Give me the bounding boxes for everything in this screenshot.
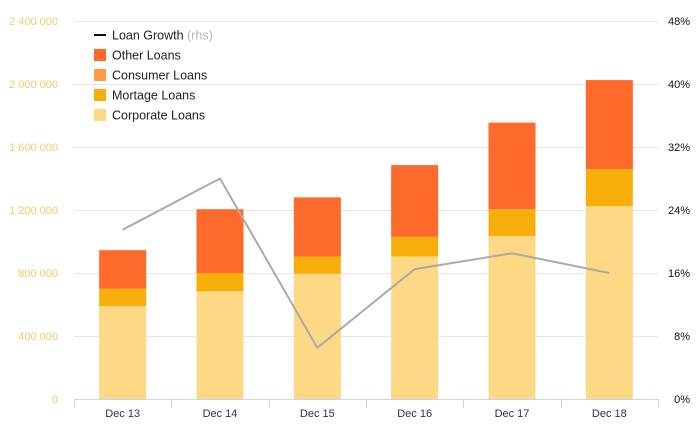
legend-label: Other Loans — [112, 49, 181, 63]
x-tick-label: Dec 18 — [592, 408, 627, 420]
y-right-tick-label: 8% — [674, 331, 690, 343]
y-left-tick-label: 400 000 — [18, 331, 58, 343]
legend-item-corporate-loans[interactable]: Corporate Loans — [94, 109, 205, 123]
y-right-tick-label: 16% — [668, 268, 690, 280]
legend-label: Consumer Loans — [112, 69, 207, 83]
legend-item-mortage-loans[interactable]: Mortage Loans — [94, 89, 195, 103]
y-right-tick-label: 48% — [668, 16, 690, 28]
bar-other-loans-dec-18[interactable] — [585, 80, 633, 170]
axes: 0 400 000 800 000 1 200 000 1 600 000 2 000 0… — [9, 16, 690, 420]
x-tick-label: Dec 13 — [105, 408, 140, 420]
x-tick-label: Dec 16 — [397, 408, 432, 420]
bar-mortage-loans-dec-16[interactable] — [391, 236, 439, 257]
x-tick-label: Dec 14 — [203, 408, 238, 420]
bar-other-loans-dec-16[interactable] — [391, 165, 439, 237]
y-left-tick-label: 1 200 000 — [9, 205, 58, 217]
y-left-tick-label: 0 — [52, 394, 58, 406]
bar-corporate-loans-dec-16[interactable] — [391, 256, 439, 399]
legend-label: Corporate Loans — [112, 109, 205, 123]
legend-color-swatch — [94, 109, 106, 121]
legend-note: (rhs) — [184, 29, 213, 43]
y-right-tick-label: 32% — [668, 142, 690, 154]
bars — [99, 80, 633, 399]
y-right-tick-label: 0% — [674, 394, 690, 406]
bar-mortage-loans-dec-14[interactable] — [196, 273, 244, 292]
y-left-tick-label: 1 600 000 — [9, 142, 58, 154]
y-left-tick-label: 2 400 000 — [9, 16, 58, 28]
legend-item-other-loans[interactable]: Other Loans — [94, 49, 181, 63]
bar-other-loans-dec-15[interactable] — [293, 197, 341, 257]
bar-corporate-loans-dec-17[interactable] — [488, 235, 536, 399]
bar-other-loans-dec-14[interactable] — [196, 209, 244, 273]
bar-corporate-loans-dec-15[interactable] — [293, 273, 341, 399]
y-right-tick-label: 40% — [668, 79, 690, 91]
bar-mortage-loans-dec-15[interactable] — [293, 256, 341, 274]
legend-color-swatch — [94, 89, 106, 101]
y-left-tick-label: 2 000 000 — [9, 79, 58, 91]
legend-item-loan-growth[interactable]: Loan Growth (rhs) — [94, 29, 213, 43]
loan-growth-line[interactable] — [122, 177, 610, 349]
x-tick-label: Dec 17 — [495, 408, 530, 420]
bar-corporate-loans-dec-13[interactable] — [99, 306, 147, 399]
bar-corporate-loans-dec-18[interactable] — [585, 206, 633, 399]
bar-corporate-loans-dec-14[interactable] — [196, 291, 244, 399]
legend-color-swatch — [94, 49, 106, 61]
legend: Loan Growth (rhs) Other Loans Consumer Loa… — [94, 29, 213, 123]
bar-mortage-loans-dec-18[interactable] — [585, 169, 633, 207]
bar-other-loans-dec-17[interactable] — [488, 122, 536, 210]
x-tick-label: Dec 15 — [300, 408, 335, 420]
y-right-tick-label: 24% — [668, 205, 690, 217]
legend-label: Mortage Loans — [112, 89, 195, 103]
bar-mortage-loans-dec-13[interactable] — [99, 288, 147, 307]
y-left-tick-label: 800 000 — [18, 268, 58, 280]
bar-other-loans-dec-13[interactable] — [99, 250, 147, 289]
legend-item-consumer-loans[interactable]: Consumer Loans — [94, 69, 207, 83]
loan-growth-line-layer — [122, 177, 610, 349]
legend-color-swatch — [94, 69, 106, 81]
bar-mortage-loans-dec-17[interactable] — [488, 209, 536, 236]
legend-label: Loan Growth (rhs) — [112, 29, 213, 43]
grid-lines — [74, 21, 658, 337]
